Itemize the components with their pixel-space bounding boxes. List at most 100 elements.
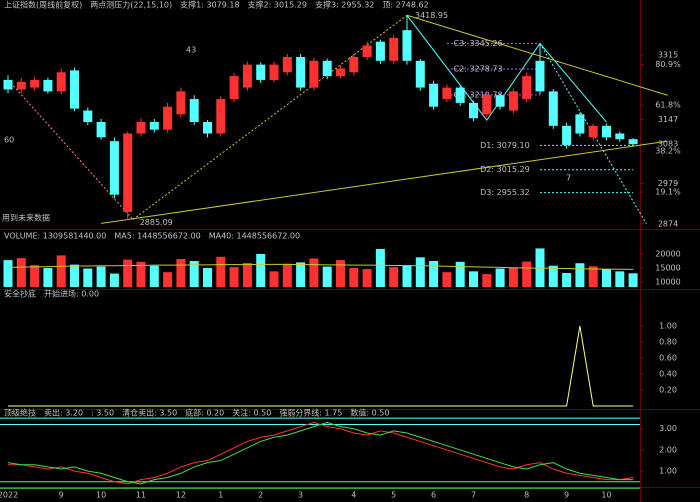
panel-header: 支撑2: 3015.29 <box>248 0 307 10</box>
volume-bar <box>389 267 399 287</box>
candle-body <box>136 122 146 134</box>
volume-bar <box>123 259 133 287</box>
indicator-line <box>8 421 634 485</box>
y-tick-label: 0.20 <box>659 386 677 395</box>
candle-body <box>562 125 572 145</box>
y-tick-label: 1.00 <box>659 322 677 331</box>
y-tick-label: 1.00 <box>659 467 677 476</box>
volume-bar <box>269 271 279 287</box>
panel-header: 底部: 0.20 <box>185 408 224 418</box>
volume-bar <box>562 273 572 287</box>
candle-body <box>482 95 492 115</box>
candle-body <box>495 95 505 107</box>
annotation: 60 <box>4 136 14 145</box>
panel-header: 顶: 2748.62 <box>382 1 428 10</box>
panel-header: 卖出: 3.20 <box>44 408 83 418</box>
volume-bar <box>508 267 518 287</box>
candle-body <box>56 72 66 92</box>
candle-body <box>256 64 266 80</box>
volume-bar <box>482 274 492 287</box>
volume-bar <box>163 272 173 287</box>
candle-body <box>123 133 133 212</box>
x-tick-label: 5 <box>391 491 396 500</box>
panel-header: 顶级绝技 <box>4 408 36 418</box>
y-tick-label: 2979 <box>658 179 678 188</box>
x-tick-label: 10 <box>96 491 106 500</box>
candle-body <box>296 56 306 88</box>
candle-body <box>282 56 292 73</box>
x-tick-label: 8 <box>524 491 529 500</box>
annotation: 7 <box>566 174 571 183</box>
volume-bar <box>282 263 292 287</box>
annotation: 43 <box>186 46 196 55</box>
trend-line <box>132 14 408 220</box>
y-tick-label: 3315 <box>658 51 678 60</box>
volume-bar <box>70 264 79 287</box>
high-label: 3418.95 <box>415 11 448 20</box>
candle-body <box>522 76 532 100</box>
panel-header: 强弱分界线: 1.75 <box>279 408 342 418</box>
candle-body <box>176 91 186 115</box>
volume-bar <box>30 265 40 287</box>
candle-body <box>548 91 558 126</box>
candle-body <box>455 87 465 103</box>
panel-header: 开始进场: 0.00 <box>44 289 99 299</box>
candle-body <box>628 139 638 145</box>
candle-body <box>349 56 359 73</box>
ma-line <box>7 263 634 270</box>
candle-body <box>83 110 93 123</box>
x-tick-label: 4 <box>351 491 356 500</box>
trend-line <box>101 140 668 224</box>
y-tick-label: 3147 <box>658 115 678 124</box>
candle-body <box>322 60 332 77</box>
panel-header: MA40: 1448556672.00 <box>209 232 300 241</box>
y-tick-label: 15000 <box>655 263 680 272</box>
x-tick-label: 10 <box>601 491 611 500</box>
candle-body <box>469 102 478 119</box>
volume-bar <box>402 265 412 287</box>
y-tick-label: 20000 <box>655 249 680 258</box>
level-label: C1: 3210.78 <box>454 90 503 99</box>
x-tick-label: 3 <box>298 491 303 500</box>
annotation: 用到未来数据 <box>2 213 50 223</box>
candle-body <box>588 125 598 138</box>
y-tick-label: 0.40 <box>659 370 677 379</box>
volume-bar <box>136 261 146 287</box>
level-label: D3: 2955.32 <box>480 188 530 197</box>
candle-body <box>203 122 212 134</box>
volume-bar <box>548 265 558 287</box>
x-tick-label: 12 <box>176 491 186 500</box>
y-tick-label: 0.80 <box>659 338 677 347</box>
volume-bar <box>628 273 638 287</box>
y-tick-label: 61.8% <box>655 101 681 110</box>
y-tick-label: 80.9% <box>655 60 681 69</box>
candle-body <box>229 76 239 100</box>
volume-bar <box>296 262 306 287</box>
panel-header: 两点测压力(22,15,10) <box>90 0 172 10</box>
volume-bar <box>16 258 26 287</box>
panel-header: 支撑3: 2955.32 <box>315 0 374 10</box>
y-tick-label: 19.1% <box>655 188 681 197</box>
volume-bar <box>602 269 611 287</box>
trend-line <box>406 14 668 96</box>
volume-bar <box>96 266 106 287</box>
candle-body <box>389 37 399 61</box>
volume-bar <box>109 273 119 287</box>
volume-bar <box>362 269 372 287</box>
panel-header: 清仓卖出: 3.50 <box>122 408 177 418</box>
volume-bar <box>575 263 585 287</box>
y-tick-label: 3.00 <box>659 424 677 433</box>
x-tick-label: 11 <box>136 491 146 500</box>
x-tick-label: 9 <box>564 491 569 500</box>
candle-body <box>575 114 585 134</box>
volume-bar <box>495 268 505 287</box>
volume-bar <box>322 266 332 287</box>
candle-body <box>375 41 385 61</box>
volume-bar <box>455 261 465 287</box>
volume-bar <box>149 265 159 287</box>
volume-bar <box>309 258 319 287</box>
y-tick-label: 2874 <box>658 219 678 228</box>
y-tick-label: 3083 <box>658 139 678 148</box>
